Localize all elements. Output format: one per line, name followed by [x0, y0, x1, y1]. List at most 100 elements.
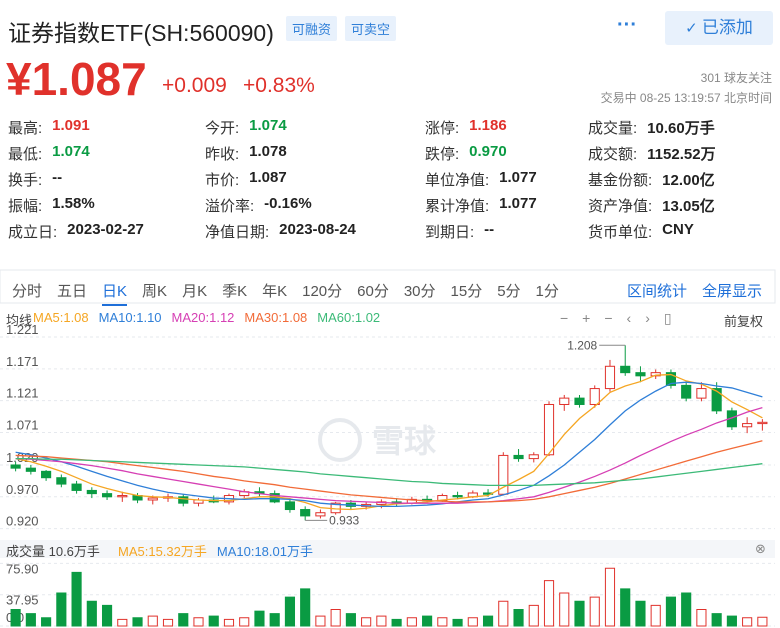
- stat-value: 1.186: [469, 117, 507, 134]
- stat-label: 跌停:: [425, 146, 460, 163]
- tab[interactable]: 月K: [182, 283, 208, 300]
- ma-legend: MA60:1.02: [317, 310, 381, 325]
- volume-bar: [208, 615, 219, 627]
- range-stats[interactable]: 区间统计: [627, 283, 688, 300]
- stat: 振幅: 1.58%: [8, 195, 95, 216]
- tab[interactable]: 季K: [222, 283, 248, 300]
- volume-tick-label: 75.90: [6, 561, 39, 576]
- stat: 净值日期: 2023-08-24: [205, 221, 356, 242]
- max-label: 1.208: [567, 338, 597, 352]
- stat-value: 1.087: [249, 169, 287, 186]
- volume-bar: [41, 617, 52, 627]
- more-button[interactable]: ···: [617, 14, 637, 36]
- volume-bar: [56, 592, 67, 627]
- tab[interactable]: 120分: [302, 283, 343, 300]
- ma-legend: MA20:1.12: [171, 310, 235, 325]
- stat-label: 最低:: [8, 146, 43, 163]
- tab[interactable]: 年K: [262, 283, 288, 300]
- stat: 单位净值: 1.077: [425, 169, 537, 190]
- volume-bar: [345, 613, 356, 627]
- candle-body: [71, 483, 82, 491]
- volume-bar: [10, 609, 21, 627]
- stat-label: 市价:: [205, 172, 240, 189]
- stat-value: 1.077: [499, 169, 537, 186]
- badge[interactable]: 可卖空: [345, 16, 397, 41]
- min-label: 0.933: [329, 513, 359, 527]
- y-tick-label: 1.071: [6, 418, 39, 433]
- stat: 成交额: 1152.52万: [588, 143, 716, 164]
- volume-bar: [178, 613, 189, 627]
- volume-bar: [239, 617, 250, 627]
- stat-label: 净值日期:: [205, 224, 270, 241]
- tab[interactable]: 15分: [450, 283, 483, 300]
- volume-bar: [284, 596, 296, 627]
- tab[interactable]: 日K: [102, 280, 128, 306]
- ma-line: [15, 381, 763, 508]
- stat-value: 0.970: [469, 143, 507, 160]
- ma-line: [15, 407, 763, 504]
- ma-legend: MA5:1.08: [33, 310, 89, 325]
- ma-line: [15, 373, 763, 511]
- volume-bar: [25, 613, 36, 627]
- volume-title: 成交量 10.6万手: [6, 544, 100, 559]
- change: +0.009: [162, 74, 227, 97]
- added-button[interactable]: ✓ 已添加: [665, 11, 773, 45]
- y-tick-label: 0.970: [6, 482, 39, 497]
- tab[interactable]: 60分: [357, 283, 389, 300]
- stat: 换手: --: [8, 169, 62, 190]
- volume-bar: [620, 588, 631, 627]
- stat-label: 货币单位:: [588, 224, 653, 241]
- y-tick-label: 1.121: [6, 386, 39, 401]
- candle-body: [742, 423, 753, 428]
- stat: 资产净值: 13.05亿: [588, 195, 715, 216]
- stat-label: 换手:: [8, 172, 43, 189]
- stat: 溢价率: -0.16%: [205, 195, 312, 216]
- stat-label: 昨收:: [205, 146, 240, 163]
- stat: 涨停: 1.186: [425, 117, 507, 138]
- volume-bar: [498, 600, 509, 627]
- candle-body: [696, 388, 707, 399]
- volume-bar: [223, 618, 235, 627]
- volume-bar: [147, 615, 158, 627]
- tab[interactable]: 五日: [57, 283, 88, 300]
- volume-close[interactable]: ⊗: [755, 541, 766, 556]
- candle-body: [604, 365, 616, 390]
- stat-value: 13.05亿: [662, 198, 715, 215]
- y-tick-label: 0.920: [6, 514, 39, 529]
- volume-bar: [757, 616, 768, 627]
- ma-legend: MA10:1.10: [98, 310, 162, 325]
- tab[interactable]: 1分: [535, 283, 559, 300]
- candle-body: [86, 489, 97, 495]
- tab[interactable]: 分时: [12, 283, 43, 300]
- volume-bar: [254, 610, 265, 627]
- ma-line: [15, 440, 763, 503]
- chart-controls[interactable]: −+−‹›▯: [560, 310, 686, 326]
- volume-bar: [452, 618, 463, 627]
- volume-bar: [437, 617, 448, 627]
- volume-bar: [696, 609, 707, 627]
- candle-body: [300, 509, 311, 517]
- ma-legend: MA30:1.08: [244, 310, 308, 325]
- stat-label: 成交量:: [588, 120, 638, 137]
- candle-body: [101, 493, 113, 498]
- volume-ma-legend: MA10:18.01万手: [216, 544, 313, 559]
- stat-value: 1.091: [52, 117, 90, 134]
- tab[interactable]: 周K: [142, 283, 168, 300]
- volume-bar: [406, 617, 417, 627]
- volume-bar: [101, 604, 113, 627]
- candle-body: [284, 501, 296, 511]
- stat: 今开: 1.074: [205, 117, 287, 138]
- fullscreen[interactable]: 全屏显示: [702, 283, 763, 300]
- tab[interactable]: 30分: [403, 283, 436, 300]
- stat: 累计净值: 1.077: [425, 195, 537, 216]
- stat-label: 今开:: [205, 120, 240, 137]
- ma-title: 均线: [6, 313, 33, 328]
- volume-bar: [162, 618, 174, 627]
- tab[interactable]: 5分: [497, 283, 521, 300]
- badge[interactable]: 可融资: [286, 16, 338, 41]
- stat-label: 单位净值:: [425, 172, 490, 189]
- stat: 最低: 1.074: [8, 143, 90, 164]
- stat: 成立日: 2023-02-27: [8, 221, 144, 242]
- adjust[interactable]: 前复权: [724, 314, 764, 329]
